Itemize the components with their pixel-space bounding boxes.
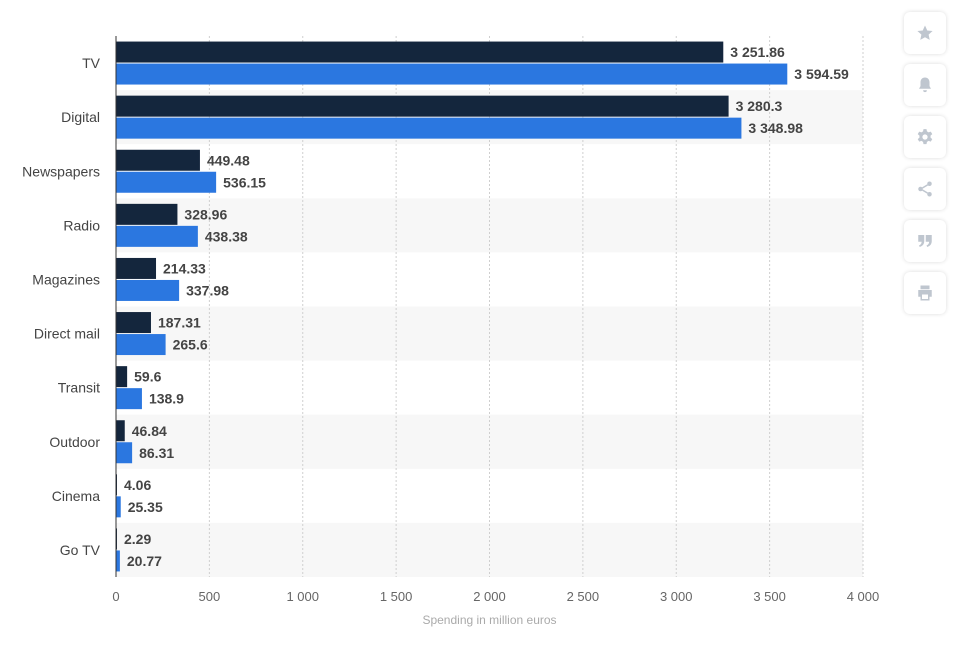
bell-icon [919,77,931,93]
category-label: Outdoor [49,434,100,450]
category-label: TV [82,55,101,71]
x-tick-label: 2 000 [473,589,506,604]
data-label: 3 280.3 [736,98,783,114]
bar[interactable] [116,388,142,410]
bar[interactable] [116,496,121,518]
bar[interactable] [116,63,788,85]
x-tick-label: 2 500 [567,589,600,604]
x-tick-label: 4 000 [847,589,880,604]
bar[interactable] [116,334,166,356]
category-label: Digital [61,109,100,125]
share-button[interactable] [904,168,946,210]
gear-icon [917,129,933,145]
data-label: 187.31 [158,315,201,331]
data-label: 328.96 [184,206,227,222]
cite-button[interactable] [904,220,946,262]
data-label: 20.77 [127,553,162,569]
data-label: 449.48 [207,152,250,168]
bar[interactable] [116,257,157,279]
bar[interactable] [116,41,724,63]
bar[interactable] [116,366,128,388]
data-label: 337.98 [186,282,229,298]
bar[interactable] [116,149,200,171]
data-label: 138.9 [149,391,184,407]
bar-chart: TV Digital Newspapers Radio Magazines Direct … [22,36,879,627]
data-label: 3 251.86 [730,44,785,60]
bar[interactable] [116,420,125,442]
x-axis-ticks: 0 500 1 000 1 500 2 000 2 500 3 000 3 500 4 000 [112,589,879,604]
printer-icon [918,285,932,301]
category-label: Radio [63,217,100,233]
chart-toolbar [904,12,948,324]
category-labels: TV Digital Newspapers Radio Magazines Direct … [22,55,100,558]
bar[interactable] [116,117,742,139]
category-label: Direct mail [34,326,100,342]
bar[interactable] [116,550,120,572]
data-label: 265.6 [173,337,208,353]
data-label: 86.31 [139,445,174,461]
data-label: 3 594.59 [794,66,849,82]
data-label: 214.33 [163,260,206,276]
category-label: Cinema [52,488,100,504]
data-label: 536.15 [223,174,266,190]
bar[interactable] [116,442,133,464]
category-label: Go TV [60,542,101,558]
category-label: Newspapers [22,163,100,179]
bar[interactable] [116,225,198,247]
print-button[interactable] [904,272,946,314]
data-label: 46.84 [132,423,167,439]
quote-icon [918,235,932,247]
bars [116,41,788,572]
data-label: 2.29 [124,531,151,547]
x-tick-label: 3 500 [753,589,786,604]
x-tick-label: 3 000 [660,589,693,604]
favorite-button[interactable] [904,12,946,54]
data-label: 438.38 [205,228,248,244]
category-label: Transit [58,380,100,396]
data-label: 25.35 [128,499,163,515]
bar[interactable] [116,95,729,117]
x-tick-label: 0 [112,589,119,604]
bar[interactable] [116,279,180,301]
category-label: Magazines [32,271,100,287]
value-labels: 3 251.86 3 594.59 3 280.3 3 348.98 449.48 536… [124,44,849,569]
data-label: 59.6 [134,369,161,385]
bar[interactable] [116,171,217,193]
share-icon [918,181,932,197]
bar[interactable] [116,312,151,334]
bar[interactable] [116,203,178,225]
settings-button[interactable] [904,116,946,158]
data-label: 4.06 [124,477,151,493]
star-icon [917,25,933,40]
x-tick-label: 1 000 [286,589,319,604]
notification-button[interactable] [904,64,946,106]
x-tick-label: 500 [199,589,221,604]
data-label: 3 348.98 [748,120,803,136]
x-tick-label: 1 500 [380,589,413,604]
x-axis-title: Spending in million euros [422,613,556,627]
